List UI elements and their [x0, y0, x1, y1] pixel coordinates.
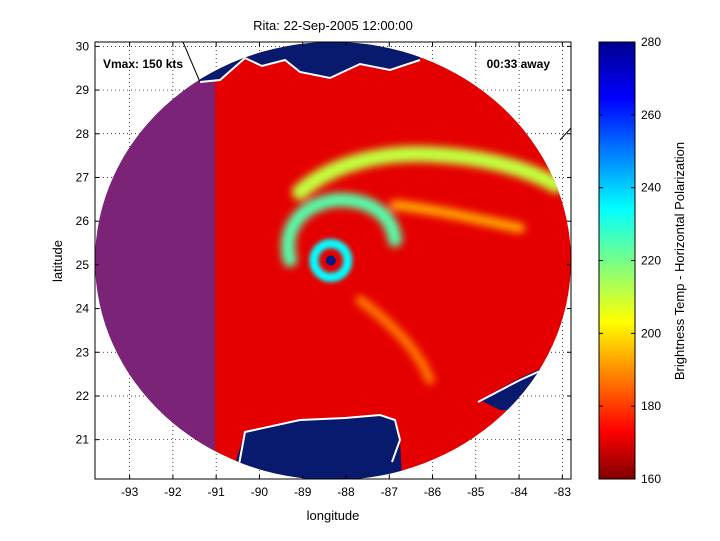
storm-eye	[325, 255, 336, 266]
x-tick-label: -93	[121, 485, 139, 499]
coastline-outside-north	[182, 42, 201, 83]
colorbar-tick-label: 180	[641, 399, 661, 413]
colorbar-tick-label: 200	[641, 326, 661, 340]
y-tick-label: 27	[76, 170, 90, 184]
x-tick-label: -92	[164, 485, 182, 499]
x-tick-label: -86	[424, 485, 442, 499]
y-tick-label: 30	[76, 39, 90, 53]
x-axis-label: longitude	[307, 508, 360, 523]
colorbar-tick-label: 260	[641, 108, 661, 122]
chart-title: Rita: 22-Sep-2005 12:00:00	[253, 18, 413, 33]
x-axis: -93 -92 -91 -90 -89 -88 -87 -86 -85 -84 -83	[121, 42, 571, 499]
swath-field	[95, 42, 571, 479]
rainband-northern	[292, 146, 564, 200]
plot-frame	[94, 41, 572, 480]
x-tick-label: -88	[337, 485, 355, 499]
y-tick-label: 29	[76, 83, 90, 97]
colorbar	[598, 41, 636, 480]
y-tick-label: 26	[76, 214, 90, 228]
y-axis: 21 22 23 24 25 26 27 28 29 30	[76, 39, 571, 447]
y-tick-label: 23	[76, 345, 90, 359]
y-tick-label: 28	[76, 127, 90, 141]
colorbar-tick-label: 160	[641, 472, 661, 486]
coastline-outside-east	[559, 127, 571, 141]
rainband-eastern	[390, 200, 525, 233]
coastline-north	[199, 56, 421, 83]
x-tick-label: -84	[510, 485, 528, 499]
rainband-inner-spiral	[281, 192, 402, 267]
y-axis-label: latitude	[50, 240, 65, 282]
rainband-southern	[355, 295, 435, 385]
x-tick-label: -91	[207, 485, 225, 499]
colorbar-ticks: 160 180 200 220 240 260 280	[599, 35, 661, 486]
land-yucatan	[230, 415, 402, 479]
y-tick-label: 22	[76, 389, 90, 403]
y-tick-label: 24	[76, 302, 90, 316]
vmax-annotation: Vmax: 150 kts	[103, 57, 183, 71]
colorbar-tick-label: 220	[641, 254, 661, 268]
colorbar-tick-label: 280	[641, 35, 661, 49]
y-tick-label: 25	[76, 258, 90, 272]
x-tick-label: -90	[251, 485, 269, 499]
colorbar-label: Brightness Temp - Horizontal Polarizatio…	[672, 142, 687, 380]
x-tick-label: -85	[467, 485, 485, 499]
coastline-yucatan	[237, 413, 402, 471]
x-tick-label: -87	[381, 485, 399, 499]
colorbar-tick-label: 240	[641, 181, 661, 195]
eyewall	[309, 239, 353, 282]
y-tick-label: 21	[76, 433, 90, 447]
x-tick-label: -83	[554, 485, 572, 499]
x-tick-label: -89	[294, 485, 312, 499]
time-away-annotation: 00:33 away	[487, 57, 551, 71]
